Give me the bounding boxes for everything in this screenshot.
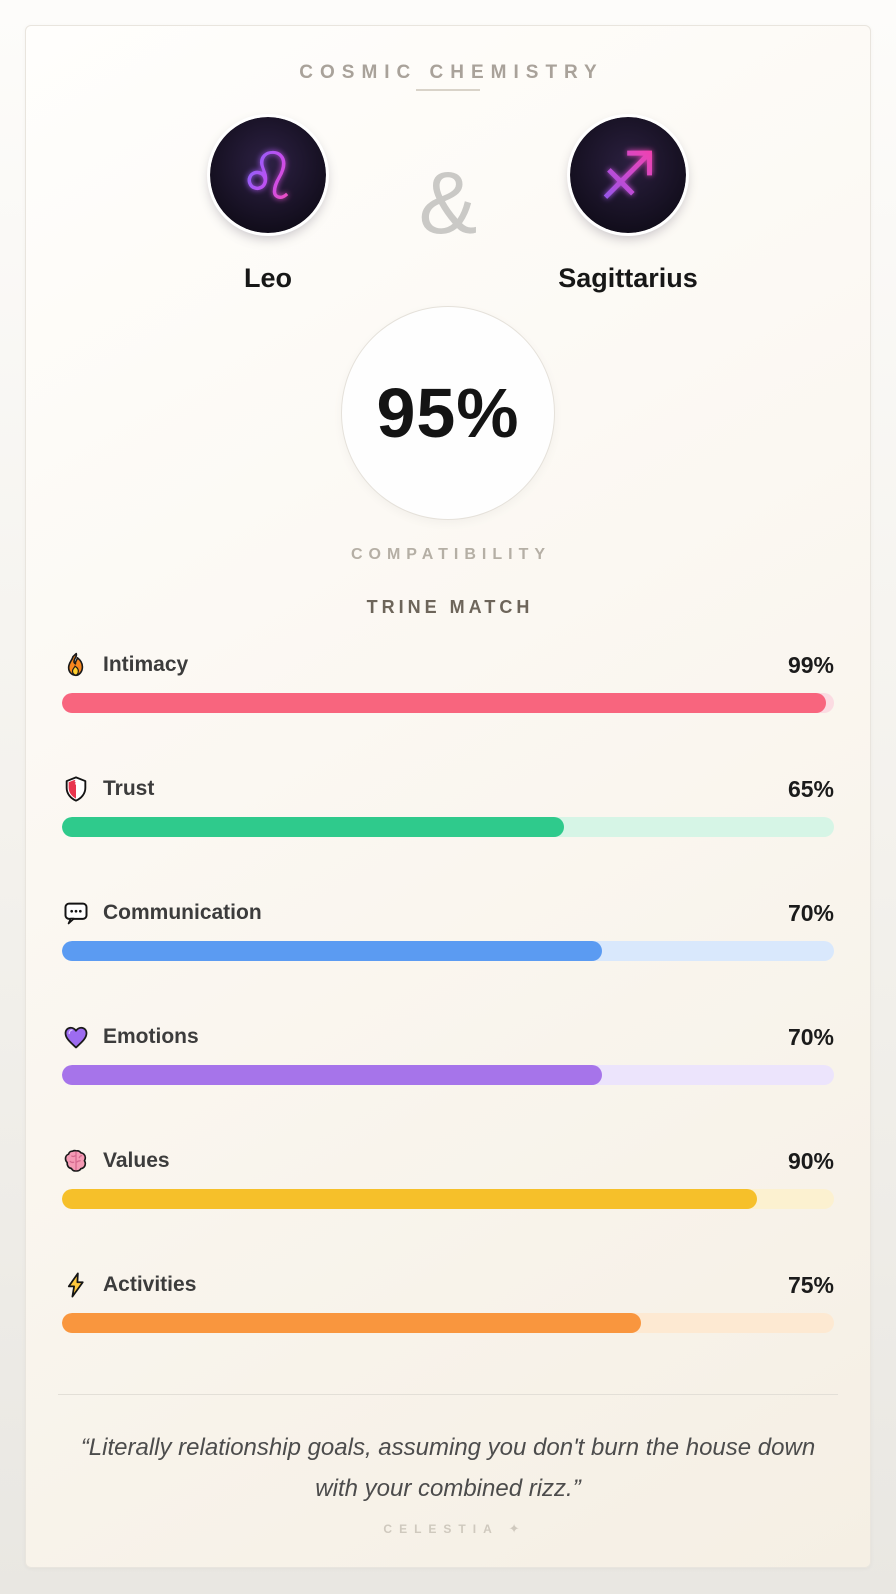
lightning-icon	[62, 1271, 90, 1299]
stat-row-emotions: Emotions 70%	[62, 1022, 834, 1085]
brand-name: CELESTIA	[383, 1522, 499, 1536]
divider	[58, 1394, 838, 1395]
stat-bar-track	[62, 1313, 834, 1333]
stat-bar-track	[62, 1189, 834, 1209]
brand-footer: CELESTIA ✦	[26, 1521, 870, 1537]
stat-row-communication: Communication 70%	[62, 898, 834, 961]
stat-label: Values	[103, 1149, 170, 1172]
sagittarius-zodiac-icon: ♐	[570, 117, 686, 233]
stat-bar-fill	[62, 817, 564, 837]
compatibility-caption: COMPATIBILITY	[350, 546, 552, 563]
svg-text:♐: ♐	[598, 138, 657, 215]
stat-percentage: 70%	[787, 1023, 834, 1050]
leo-avatar: ♌	[210, 117, 326, 233]
stat-label: Emotions	[103, 1025, 199, 1048]
stat-bar-fill	[62, 1313, 641, 1333]
stat-bar-fill	[62, 1065, 603, 1085]
pair-separator: &	[418, 153, 478, 252]
stat-percentage: 75%	[787, 1271, 834, 1298]
stat-label: Intimacy	[103, 653, 189, 676]
left-sign-name: Leo	[243, 263, 292, 293]
stat-percentage: 99%	[787, 651, 834, 678]
stat-percentage: 90%	[787, 1147, 834, 1174]
match-type-label: TRINE MATCH	[366, 597, 534, 617]
right-sign-column: ♐ Sagittarius	[493, 117, 763, 294]
compatibility-card: COSMIC CHEMISTRY	[25, 25, 871, 1568]
page-title: COSMIC CHEMISTRY	[299, 62, 604, 83]
stat-bar-fill	[62, 693, 827, 713]
stat-label: Communication	[103, 901, 262, 924]
title-underline	[416, 89, 480, 91]
left-sign-column: ♌ Leo	[133, 117, 403, 294]
stat-percentage: 65%	[787, 775, 834, 802]
stat-bar-track	[62, 941, 834, 961]
shield-icon	[62, 775, 90, 803]
stat-bar-track	[62, 817, 834, 837]
stat-bar-track	[62, 693, 834, 713]
svg-text:♌: ♌	[238, 138, 297, 215]
right-sign-name: Sagittarius	[558, 263, 698, 293]
heart-icon	[62, 1023, 90, 1051]
fire-icon	[62, 651, 90, 679]
compatibility-score-circle: 95%	[341, 306, 555, 520]
zodiac-pair: ♌ Leo &	[26, 117, 870, 294]
stat-bar-fill	[62, 1189, 757, 1209]
sparkle-icon: ✦	[508, 1521, 520, 1536]
speech-bubble-icon	[62, 899, 90, 927]
stat-percentage: 70%	[787, 899, 834, 926]
compatibility-score: 95%	[376, 374, 520, 452]
stat-row-activities: Activities 75%	[62, 1270, 834, 1333]
stat-label: Activities	[103, 1273, 197, 1296]
stat-bar-fill	[62, 941, 603, 961]
compatibility-quote: “Literally relationship goals, assuming …	[80, 1434, 816, 1502]
sagittarius-avatar: ♐	[570, 117, 686, 233]
leo-zodiac-icon: ♌	[210, 117, 326, 233]
stat-row-intimacy: Intimacy 99%	[62, 650, 834, 713]
stat-label: Trust	[103, 777, 155, 800]
stat-bar-track	[62, 1065, 834, 1085]
stat-row-values: Values 90%	[62, 1146, 834, 1209]
stats-list: Intimacy 99% Trust 65%	[62, 650, 834, 1333]
stat-row-trust: Trust 65%	[62, 774, 834, 837]
brain-icon	[62, 1147, 90, 1175]
